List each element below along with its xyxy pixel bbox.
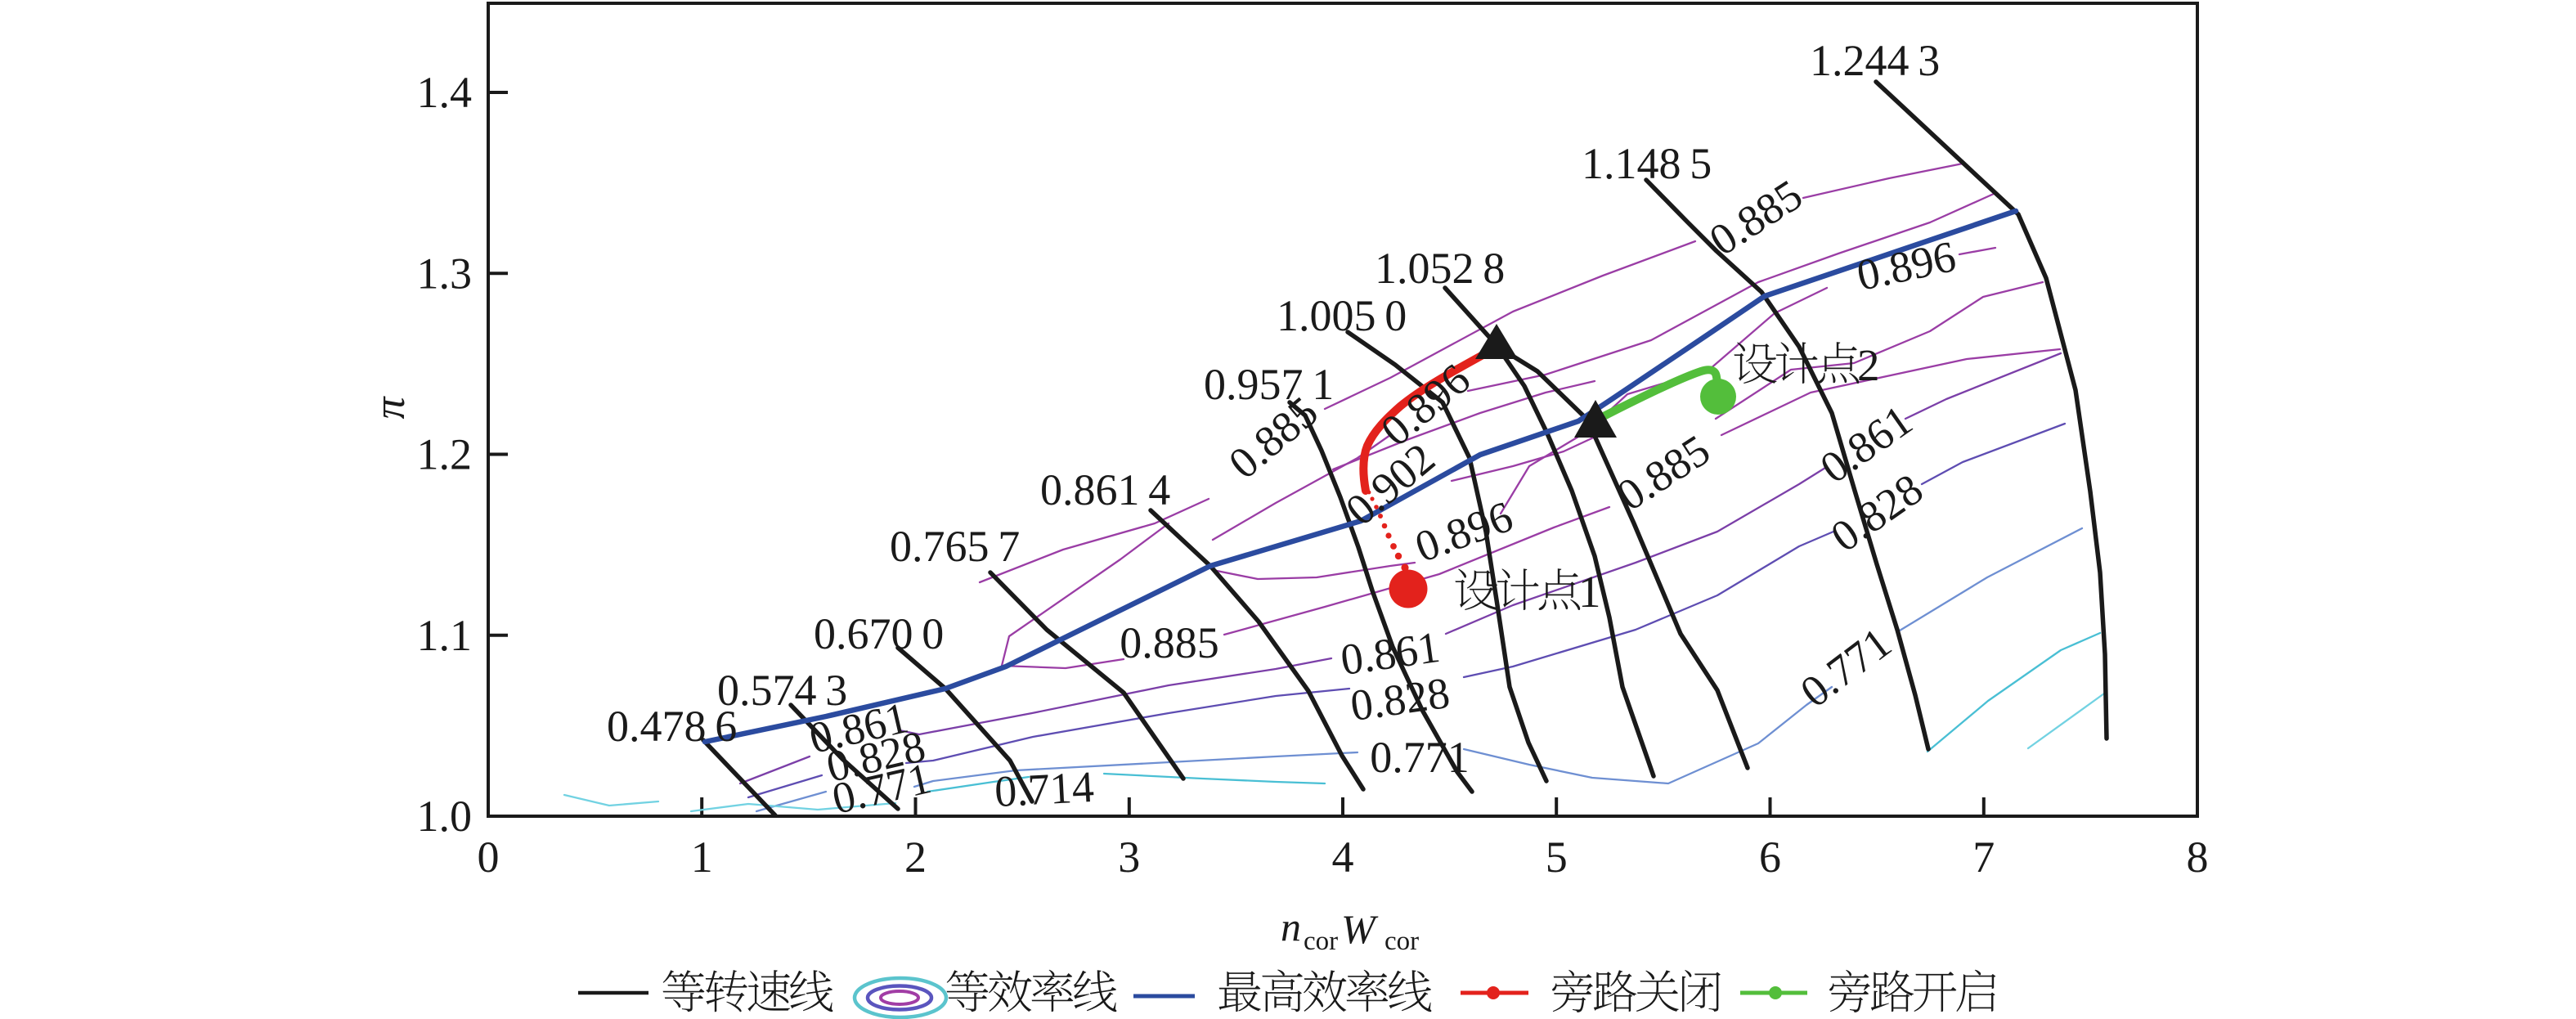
svg-text:0.771: 0.771 — [1370, 733, 1470, 782]
svg-text:π: π — [365, 396, 414, 420]
svg-text:0.765 7: 0.765 7 — [890, 522, 1020, 571]
svg-text:5: 5 — [1546, 833, 1568, 882]
svg-text:1.1: 1.1 — [417, 611, 473, 660]
svg-text:0.670 0: 0.670 0 — [814, 609, 944, 658]
svg-text:cor: cor — [1384, 927, 1419, 956]
svg-text:0.885: 0.885 — [1120, 618, 1219, 667]
svg-text:1: 1 — [1578, 567, 1601, 617]
svg-text:4: 4 — [1332, 833, 1354, 882]
svg-text:1.005 0: 1.005 0 — [1277, 291, 1407, 340]
svg-text:2: 2 — [1857, 340, 1880, 390]
svg-text:6: 6 — [1759, 833, 1781, 882]
svg-text:1.4: 1.4 — [417, 68, 473, 117]
svg-text:W: W — [1341, 906, 1379, 952]
svg-text:1.148 5: 1.148 5 — [1582, 139, 1712, 188]
svg-text:7: 7 — [1972, 833, 1995, 882]
svg-text:0.714: 0.714 — [994, 762, 1095, 816]
svg-text:0.957 1: 0.957 1 — [1204, 360, 1334, 409]
svg-text:1.3: 1.3 — [417, 249, 473, 298]
svg-text:1: 1 — [691, 833, 713, 882]
svg-text:1.052 8: 1.052 8 — [1375, 244, 1505, 293]
svg-text:0.574 3: 0.574 3 — [717, 666, 847, 715]
svg-text:1.2: 1.2 — [417, 430, 473, 479]
svg-text:0.861 4: 0.861 4 — [1040, 465, 1170, 514]
svg-text:2: 2 — [904, 833, 927, 882]
svg-text:1.244 3: 1.244 3 — [1810, 36, 1940, 85]
svg-text:1.0: 1.0 — [417, 792, 473, 841]
svg-text:0.478 6: 0.478 6 — [607, 702, 737, 751]
svg-text:3: 3 — [1118, 833, 1140, 882]
svg-text:0: 0 — [478, 833, 500, 882]
svg-text:n: n — [1281, 904, 1301, 949]
svg-text:cor: cor — [1304, 927, 1338, 956]
svg-text:8: 8 — [2187, 833, 2209, 882]
